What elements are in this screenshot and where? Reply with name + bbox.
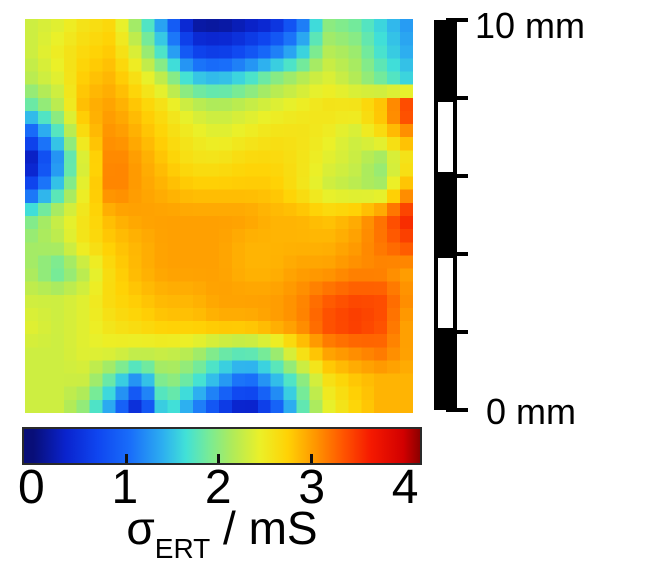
depth-scale-bar [434, 20, 457, 410]
ert-conductivity-heatmap [25, 19, 413, 413]
scale-bar-segment-black [434, 176, 457, 254]
colorbar-tick-label: 3 [298, 461, 326, 514]
scale-bar-tick [446, 330, 468, 334]
sigma-subscript: ERT [154, 533, 211, 564]
scale-bar-segment-black [434, 20, 457, 98]
colorbar-tick-label: 2 [204, 461, 232, 514]
scale-top-label: 10 mm [475, 5, 586, 46]
scale-bar-tick [446, 174, 468, 178]
scale-bar-segment-black [434, 332, 457, 410]
unit-suffix: / mS [210, 502, 318, 554]
colorbar-tick-labels: 0 1 2 3 4 [18, 461, 422, 514]
colorbar-tick [217, 454, 221, 463]
colorbar-axis-label: σERT / mS [22, 503, 422, 573]
scale-bottom-label: 0 mm [486, 391, 576, 432]
scale-bar-tick [446, 96, 468, 100]
colorbar-gradient [22, 427, 422, 465]
scale-bar-segment-white [434, 98, 457, 176]
colorbar-tick [124, 454, 128, 463]
sigma-symbol: σ [126, 502, 155, 554]
scale-bar-tick [446, 18, 468, 22]
colorbar-tick-label: 0 [18, 461, 45, 514]
scale-bar-segment-white [434, 254, 457, 332]
colorbar-tick-label: 1 [111, 461, 139, 514]
colorbar-tick-label: 4 [391, 461, 419, 514]
colorbar-tick [309, 454, 313, 463]
scale-bar-tick [446, 252, 468, 256]
scale-bar-tick [446, 408, 468, 412]
